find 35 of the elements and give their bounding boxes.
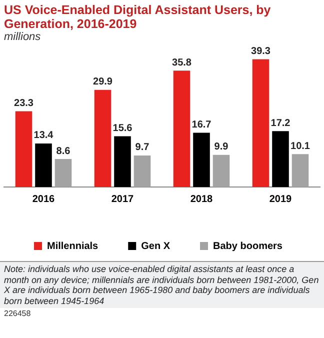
data-label: 35.8 xyxy=(172,57,192,68)
bar xyxy=(292,154,309,187)
bar xyxy=(114,136,131,187)
data-label: 17.2 xyxy=(270,118,291,129)
data-label: 29.9 xyxy=(93,76,113,88)
chart-title: US Voice-Enabled Digital Assistant Users, by Generation, 2016-2019 xyxy=(3,2,272,31)
data-label: 9.7 xyxy=(135,142,150,154)
data-label: 9.9 xyxy=(214,142,229,153)
data-label: 8.6 xyxy=(56,146,71,157)
bar xyxy=(94,90,112,187)
x-tick-label: 2017 xyxy=(111,194,134,205)
bar xyxy=(193,132,210,187)
bar xyxy=(212,154,230,187)
chart-subtitle: millions xyxy=(3,31,42,43)
text: Note: individuals who use voice-enabled digital assistants at least once a month on any device; millennials are individuals born between 1981-2000, Gen X are individuals born between 1965-1980 and baby boomers are individuals born between 1945-1964 xyxy=(0,261,324,308)
data-label: 15.6 xyxy=(112,123,133,134)
data-label: 16.7 xyxy=(192,119,212,130)
data-label: 39.3 xyxy=(251,46,271,58)
bar xyxy=(54,159,72,187)
text: 226458 xyxy=(3,308,32,319)
x-tick-label: 2018 xyxy=(190,194,214,205)
data-label: 23.3 xyxy=(14,98,34,110)
legend-label: Baby boomers xyxy=(213,240,283,252)
bar xyxy=(252,59,270,187)
x-tick-label: 2016 xyxy=(32,194,56,205)
bar xyxy=(35,143,52,187)
bar xyxy=(134,155,151,187)
bar xyxy=(173,70,190,187)
bar xyxy=(272,131,289,187)
data-label: 13.4 xyxy=(34,130,54,142)
legend-label: Gen X xyxy=(141,240,170,252)
data-label: 10.1 xyxy=(290,140,310,152)
x-tick-label: 2019 xyxy=(269,194,292,205)
bar xyxy=(15,111,32,187)
legend-label: Millennials xyxy=(47,240,99,252)
